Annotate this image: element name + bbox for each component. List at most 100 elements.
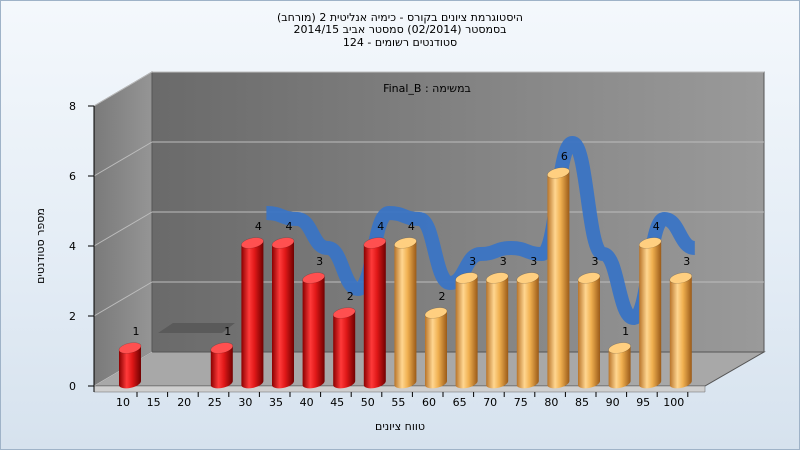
bar-top bbox=[455, 272, 478, 284]
x-tick-label: 85 bbox=[575, 396, 589, 409]
bar-top bbox=[302, 272, 325, 284]
bar-value-label: 4 bbox=[653, 220, 660, 233]
bar bbox=[332, 307, 356, 389]
x-tick-label: 50 bbox=[361, 396, 375, 409]
bar-value-label: 4 bbox=[377, 220, 384, 233]
bar-value-label: 2 bbox=[439, 290, 446, 303]
bar-value-label: 1 bbox=[224, 325, 231, 338]
bar-value-label: 4 bbox=[286, 220, 293, 233]
bar-value-label: 4 bbox=[255, 220, 262, 233]
bar-value-label: 6 bbox=[561, 150, 568, 163]
bar-body bbox=[241, 241, 264, 389]
x-tick-label: 65 bbox=[453, 396, 467, 409]
bar-body bbox=[455, 276, 478, 389]
bar-top bbox=[118, 342, 142, 354]
bar-value-label: 3 bbox=[469, 255, 476, 268]
bar-value-label: 3 bbox=[500, 255, 507, 268]
bar bbox=[210, 342, 234, 389]
bar-top bbox=[516, 272, 540, 284]
bar-top bbox=[332, 307, 356, 319]
x-axis-ticks: 10 15 20 25 30 35 40 45 50 55 60 65 70 75 80 85 90 95 100 bbox=[116, 392, 689, 409]
y-tick-label: 0 bbox=[69, 380, 76, 393]
x-tick-label: 20 bbox=[177, 396, 191, 409]
gridline bbox=[93, 141, 153, 177]
gridline bbox=[93, 71, 153, 107]
bar-body bbox=[486, 276, 509, 389]
x-tick-label: 35 bbox=[269, 396, 283, 409]
chart-subtitle: במשימה : Final_B bbox=[383, 82, 471, 95]
x-tick-label: 15 bbox=[147, 396, 161, 409]
bar bbox=[118, 342, 142, 389]
bar-body bbox=[608, 346, 631, 389]
y-axis-title: מספר סטודנטים bbox=[34, 208, 47, 284]
bar-top bbox=[424, 307, 448, 319]
x-tick-label: 80 bbox=[544, 396, 558, 409]
bar-body bbox=[363, 241, 386, 389]
bar-value-label: 3 bbox=[592, 255, 599, 268]
bar-body bbox=[272, 241, 294, 389]
bar bbox=[455, 272, 478, 389]
bar bbox=[241, 237, 264, 389]
bar-top bbox=[210, 342, 234, 354]
bar bbox=[485, 272, 509, 389]
bar bbox=[424, 307, 448, 389]
bar-top bbox=[638, 237, 662, 249]
bar-body bbox=[333, 311, 356, 389]
bar bbox=[669, 272, 693, 389]
x-tick-label: 70 bbox=[483, 396, 497, 409]
bar-value-label: 1 bbox=[622, 325, 629, 338]
x-tick-label: 55 bbox=[391, 396, 405, 409]
x-tick-label: 45 bbox=[330, 396, 344, 409]
curve-ribbon-left-segment bbox=[158, 323, 235, 333]
chart-title-line1: היסטוגרמת ציונים בקורס - כימיה אנליטית 2… bbox=[277, 11, 523, 24]
bar bbox=[302, 272, 325, 389]
bar bbox=[547, 167, 570, 389]
chart-title-line2: בסמסטר (02/2014) סמסטר אביב 2014/15 bbox=[293, 23, 507, 36]
bar-top bbox=[363, 237, 387, 249]
bars bbox=[118, 167, 693, 389]
bar-value-label: 3 bbox=[316, 255, 323, 268]
y-tick-label: 4 bbox=[69, 240, 76, 253]
bar-body bbox=[669, 276, 692, 389]
bar-value-label: 3 bbox=[683, 255, 690, 268]
y-tick-label: 2 bbox=[69, 310, 76, 323]
bar bbox=[363, 237, 387, 389]
bar bbox=[638, 237, 662, 389]
bar-value-label: 4 bbox=[408, 220, 415, 233]
x-tick-label: 100 bbox=[663, 396, 684, 409]
bar-value-label: 2 bbox=[347, 290, 354, 303]
x-tick-label: 30 bbox=[238, 396, 252, 409]
chart-title-line3: סטודנטים רשומים - 124 bbox=[342, 36, 458, 49]
bar bbox=[608, 342, 631, 389]
bar bbox=[271, 237, 295, 389]
bar bbox=[577, 272, 601, 389]
y-tick-label: 8 bbox=[69, 100, 76, 113]
curve-ribbon bbox=[266, 136, 697, 325]
bar-body bbox=[302, 276, 325, 389]
bar-value-label: 1 bbox=[133, 325, 140, 338]
bar-body bbox=[394, 241, 417, 389]
bar-body bbox=[516, 276, 539, 389]
bar-body bbox=[639, 241, 662, 389]
y-axis-ticks: 0 2 4 6 8 bbox=[69, 100, 95, 393]
gridline bbox=[93, 281, 153, 317]
y-tick-label: 6 bbox=[69, 170, 76, 183]
gridline bbox=[93, 211, 153, 247]
bar-top bbox=[669, 272, 693, 284]
x-tick-label: 40 bbox=[300, 396, 314, 409]
bar-body bbox=[119, 346, 141, 389]
bar-top bbox=[608, 342, 631, 354]
bar-body bbox=[425, 311, 447, 389]
x-tick-label: 95 bbox=[636, 396, 650, 409]
x-tick-label: 25 bbox=[208, 396, 222, 409]
x-tick-label: 60 bbox=[422, 396, 436, 409]
bar-value-label: 3 bbox=[530, 255, 537, 268]
x-axis-title: טווח ציונים bbox=[375, 420, 425, 433]
bar-top bbox=[241, 237, 264, 249]
bar bbox=[516, 272, 540, 389]
bar-body bbox=[578, 276, 600, 389]
bar-top bbox=[547, 167, 570, 179]
bar bbox=[394, 237, 417, 389]
bar-top bbox=[271, 237, 295, 249]
bar-top bbox=[394, 237, 417, 249]
